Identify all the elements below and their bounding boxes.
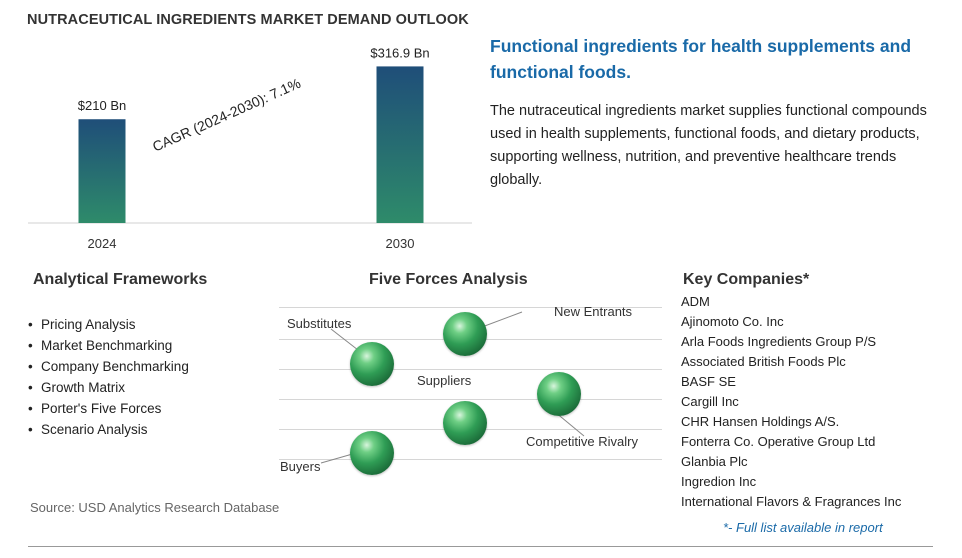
list-item: Fonterra Co. Operative Group Ltd xyxy=(681,434,876,449)
list-item: Pricing Analysis xyxy=(28,314,189,335)
list-item: Company Benchmarking xyxy=(28,356,189,377)
data-label-2024: $210 Bn xyxy=(78,98,126,113)
list-item: ADM xyxy=(681,294,710,309)
bar-2030 xyxy=(376,66,424,223)
buyers-sphere xyxy=(350,431,394,475)
bar-2024 xyxy=(78,119,126,223)
data-label-2030: $316.9 Bn xyxy=(370,45,429,60)
list-item: CHR Hansen Holdings A/S. xyxy=(681,414,840,429)
substitutes-label: Substitutes xyxy=(287,316,352,331)
list-item: Arla Foods Ingredients Group P/S xyxy=(681,334,877,349)
source-note: Source: USD Analytics Research Database xyxy=(30,500,280,515)
frameworks-list: Pricing Analysis Market Benchmarking Com… xyxy=(28,314,189,440)
list-item: Glanbia Plc xyxy=(681,454,748,469)
connector-line xyxy=(554,411,585,437)
connector-line xyxy=(330,328,359,351)
description: The nutraceutical ingredients market sup… xyxy=(490,103,927,188)
list-item: International Flavors & Fragrances Inc xyxy=(681,494,902,509)
divider xyxy=(279,307,662,308)
new-entrants-label: New Entrants xyxy=(554,304,633,319)
list-item: Porter's Five Forces xyxy=(28,398,189,419)
list-item: Market Benchmarking xyxy=(28,335,189,356)
divider xyxy=(279,369,662,370)
list-item: Cargill Inc xyxy=(681,394,739,409)
market-bar-chart: $210 Bn 2024 $316.9 Bn 2030 xyxy=(28,45,472,251)
companies-list: ADM Ajinomoto Co. Inc Arla Foods Ingredi… xyxy=(681,292,901,512)
divider xyxy=(279,399,662,400)
divider xyxy=(279,459,662,460)
bottom-divider xyxy=(28,546,933,547)
full-list-note: *- Full list available in report xyxy=(723,520,883,535)
list-item: Growth Matrix xyxy=(28,377,189,398)
five-forces-heading: Five Forces Analysis xyxy=(369,271,528,288)
list-item: Scenario Analysis xyxy=(28,419,189,440)
x-tick-label-2024: 2024 xyxy=(88,236,117,251)
buyers-label: Buyers xyxy=(280,459,321,474)
companies-heading: Key Companies* xyxy=(683,271,810,288)
connector-line xyxy=(481,311,523,328)
x-tick-label-2030: 2030 xyxy=(386,236,415,251)
frameworks-heading: Analytical Frameworks xyxy=(33,271,208,288)
competitive-rivalry-sphere xyxy=(537,372,581,416)
list-item: Associated British Foods Plc xyxy=(681,354,846,369)
list-item: BASF SE xyxy=(681,374,736,389)
suppliers-label: Suppliers xyxy=(417,373,472,388)
list-item: Ingredion Inc xyxy=(681,474,757,489)
list-item: Ajinomoto Co. Inc xyxy=(681,314,784,329)
page-title: NUTRACEUTICAL INGREDIENTS MARKET DEMAND … xyxy=(27,12,469,28)
new-entrants-sphere xyxy=(443,312,487,356)
competitive-rivalry-label: Competitive Rivalry xyxy=(526,434,638,449)
suppliers-sphere xyxy=(443,401,487,445)
substitutes-sphere xyxy=(350,342,394,386)
headline: Functional ingredients for health supple… xyxy=(490,36,912,82)
